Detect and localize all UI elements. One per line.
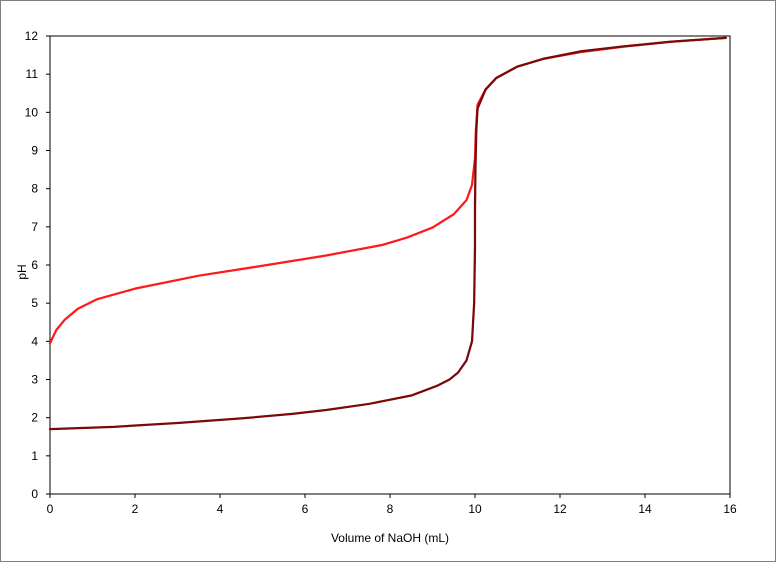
x-tick-label: 6 — [302, 502, 309, 516]
series-line-2 — [48, 36, 727, 431]
x-tick-label: 12 — [553, 502, 567, 516]
y-tick-label: 7 — [31, 220, 38, 234]
y-tick-label: 3 — [31, 373, 38, 387]
series-layer — [48, 36, 727, 431]
x-tick-label: 16 — [723, 502, 737, 516]
y-tick-label: 8 — [31, 182, 38, 196]
y-tick-label: 0 — [31, 487, 38, 501]
y-tick-label: 5 — [31, 296, 38, 310]
x-tick-label: 4 — [217, 502, 224, 516]
y-tick-label: 6 — [31, 258, 38, 272]
y-tick-label: 12 — [25, 29, 39, 43]
x-axis: 0 2 4 6 8 10 12 14 16 — [47, 494, 737, 516]
x-tick-label: 8 — [387, 502, 394, 516]
x-tick-label: 0 — [47, 502, 54, 516]
x-tick-label: 14 — [638, 502, 652, 516]
y-tick-label: 4 — [31, 334, 38, 348]
x-axis-title: Volume of NaOH (mL) — [331, 531, 449, 545]
x-tick-label: 10 — [468, 502, 482, 516]
x-tick-label: 2 — [132, 502, 139, 516]
y-tick-label: 1 — [31, 449, 38, 463]
y-tick-label: 9 — [31, 144, 38, 158]
y-axis-title: pH — [15, 264, 29, 279]
y-tick-label: 11 — [26, 67, 39, 81]
y-tick-label: 2 — [31, 411, 38, 425]
y-tick-label: 10 — [25, 105, 39, 119]
